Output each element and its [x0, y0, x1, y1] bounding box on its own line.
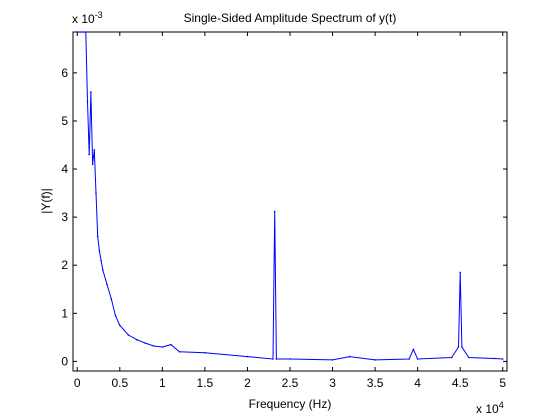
series-point — [81, 31, 84, 33]
series-point — [83, 31, 85, 33]
x-multiplier-exponent: 4 — [499, 400, 504, 410]
series-point — [127, 334, 130, 336]
series-point — [91, 163, 94, 165]
y-multiplier-exponent: -3 — [95, 10, 103, 20]
y-tick-label: 5 — [61, 114, 68, 128]
x-multiplier-base: x 10 — [476, 402, 499, 416]
x-tick-label: 0.5 — [111, 376, 128, 390]
series-point — [459, 271, 462, 274]
x-tick-label: 4 — [414, 376, 421, 390]
series-point — [457, 346, 460, 348]
y-multiplier-base: x 10 — [72, 12, 95, 26]
y-axis-label: |Y(f)| — [39, 188, 53, 214]
series-point — [289, 358, 291, 360]
series-point — [493, 357, 496, 360]
x-axis-label: Frequency (Hz) — [249, 397, 332, 411]
y-tick-label: 4 — [61, 162, 68, 176]
y-multiplier: x 10-3 — [72, 10, 103, 26]
x-tick-label: 1 — [159, 376, 166, 390]
series-point — [331, 359, 334, 361]
series-point — [467, 356, 470, 359]
series-point — [204, 351, 206, 354]
series-point — [408, 358, 410, 360]
series-point — [374, 359, 376, 361]
series-point — [178, 351, 181, 353]
series-point — [106, 283, 108, 286]
series-point — [246, 355, 249, 358]
series-point — [273, 210, 276, 213]
axis-ticks: 0 0.5 1 1.5 2 2.5 3 3.5 4 4.5 5 0 1 2 3 4 5 6 — [61, 32, 507, 390]
series-point — [136, 338, 138, 341]
y-tick-label: 2 — [61, 258, 68, 272]
x-tick-label: 0 — [74, 376, 81, 390]
x-tick-label: 1.5 — [197, 376, 214, 390]
series-point — [161, 346, 164, 348]
x-tick-label: 5 — [499, 376, 506, 390]
y-tick-label: 3 — [61, 210, 68, 224]
x-tick-label: 2 — [244, 376, 251, 390]
spectrum-series — [76, 31, 504, 361]
series-point — [78, 31, 80, 33]
plot-area — [72, 31, 508, 372]
series-point — [110, 298, 113, 300]
x-multiplier: x 104 — [476, 400, 504, 416]
series-point — [102, 269, 104, 271]
chart-title: Single-Sided Amplitude Spectrum of y(t) — [184, 11, 397, 25]
series-point — [501, 358, 504, 360]
series-point — [153, 345, 155, 347]
series-point — [119, 324, 121, 327]
x-tick-label: 3 — [329, 376, 336, 390]
series-point — [93, 149, 96, 151]
y-tick-label: 6 — [61, 66, 68, 80]
series-point — [79, 31, 82, 33]
series-point — [170, 343, 172, 346]
y-tick-label: 1 — [61, 306, 68, 320]
x-tick-label: 4.5 — [452, 376, 469, 390]
x-tick-label: 2.5 — [282, 376, 299, 390]
series-point — [450, 356, 453, 359]
series-point — [86, 100, 89, 103]
series-point — [100, 259, 102, 262]
series-point — [85, 31, 87, 33]
series-point — [461, 346, 463, 348]
series-point — [348, 355, 351, 358]
series-point — [98, 250, 101, 252]
series-point — [95, 192, 97, 194]
series-point — [114, 314, 117, 317]
series-point — [416, 358, 419, 360]
y-tick-label: 0 — [61, 354, 68, 368]
series-point — [88, 153, 90, 156]
x-tick-label: 3.5 — [367, 376, 384, 390]
series-point — [275, 358, 278, 360]
series-line-0 — [77, 31, 503, 361]
series-point — [412, 348, 415, 351]
series-point — [144, 342, 147, 344]
series-point — [272, 358, 274, 360]
series-point — [90, 91, 92, 93]
series-point — [96, 235, 99, 238]
